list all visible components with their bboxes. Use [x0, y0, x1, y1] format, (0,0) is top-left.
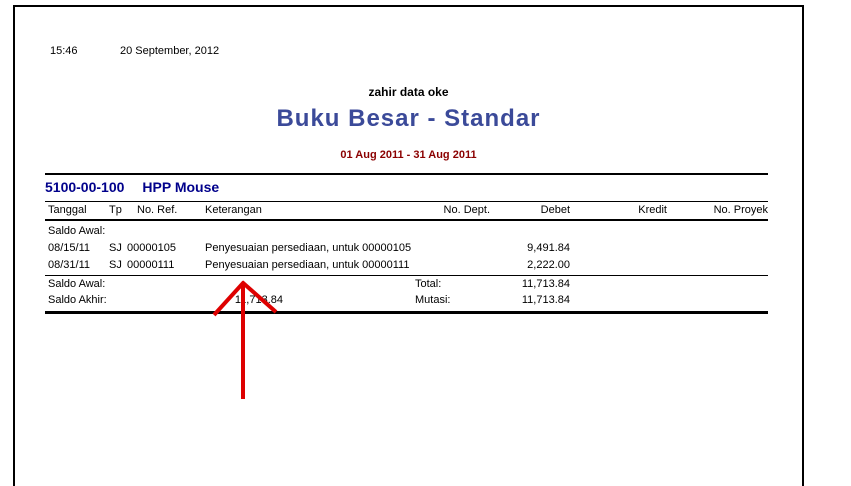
header-keterangan: Keterangan: [205, 204, 262, 216]
saldo-awal-label: Saldo Awal:: [48, 278, 106, 290]
summary-total-row: Saldo Awal: Total: 11,713.84: [45, 278, 768, 293]
account-name: HPP Mouse: [142, 179, 220, 195]
print-date: 20 September, 2012: [120, 45, 220, 57]
table-row: 08/31/11 SJ 00000111 Penyesuaian persedi…: [45, 259, 768, 274]
saldo-akhir-label: Saldo Akhir:: [48, 294, 107, 306]
cell-tp: SJ: [109, 242, 122, 254]
company-name: zahir data oke: [368, 85, 449, 99]
cell-debet: 9,491.84: [527, 242, 570, 254]
cell-keterangan: Penyesuaian persediaan, untuk 00000105: [205, 242, 412, 254]
cell-tp: SJ: [109, 259, 122, 271]
header-no-proyek: No. Proyek: [713, 204, 768, 216]
print-time: 15:46: [50, 45, 78, 57]
header-tanggal: Tanggal: [48, 204, 87, 216]
cell-no-ref: 00000105: [127, 242, 176, 254]
header-no-ref: No. Ref.: [137, 204, 178, 216]
opening-balance-label: Saldo Awal:: [48, 225, 106, 237]
opening-balance-row: Saldo Awal:: [45, 225, 768, 240]
cell-no-ref: 00000111: [127, 259, 175, 271]
rule-under-headers: [45, 219, 768, 221]
table-row: 08/15/11 SJ 00000105 Penyesuaian persedi…: [45, 242, 768, 257]
mutasi-debet: 11,713.84: [521, 294, 570, 306]
header-debet: Debet: [540, 204, 570, 216]
cell-debet: 2,222.00: [527, 259, 570, 271]
mutasi-label: Mutasi:: [415, 294, 451, 306]
header-no-dept: No. Dept.: [443, 204, 490, 216]
cell-tanggal: 08/31/11: [48, 259, 91, 271]
rule-under-account: [45, 201, 768, 202]
cell-keterangan: Penyesuaian persediaan, untuk 00000111: [205, 259, 410, 271]
cell-tanggal: 08/15/11: [48, 242, 91, 254]
table-header-row: Tanggal Tp No. Ref. Keterangan No. Dept.…: [45, 204, 768, 219]
total-debet: 11,713.84: [521, 278, 570, 290]
account-heading: 5100-00-100 HPP Mouse: [45, 179, 219, 195]
total-label: Total:: [415, 278, 442, 290]
header-tp: Tp: [109, 204, 122, 216]
rule-top: [45, 173, 768, 175]
summary-mutasi-row: Saldo Akhir: 11,713.84 Mutasi: 11,713.84: [45, 294, 768, 309]
rule-above-summary: [45, 275, 768, 276]
header-kredit: Kredit: [638, 204, 667, 216]
report-period: 01 Aug 2011 - 31 Aug 2011: [340, 149, 477, 161]
rule-bottom: [45, 311, 768, 314]
report-title: Buku Besar - Standar: [276, 105, 541, 132]
report-page: 15:46 20 September, 2012 zahir data oke …: [13, 5, 804, 486]
account-code: 5100-00-100: [45, 179, 125, 195]
